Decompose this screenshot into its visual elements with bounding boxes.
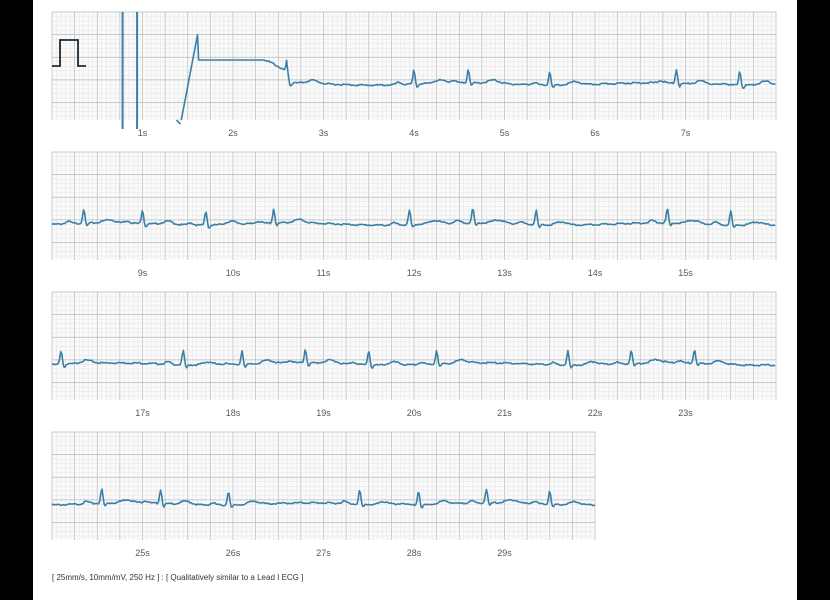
tick-label: 29s xyxy=(497,548,512,558)
tick-label: 19s xyxy=(316,408,331,418)
tick-label: 17s xyxy=(135,408,150,418)
tick-label: 7s xyxy=(681,128,691,138)
ecg-trace-row-1 xyxy=(180,33,776,121)
tick-label: 25s xyxy=(135,548,150,558)
tick-label: 11s xyxy=(317,268,331,278)
calibration-pulse xyxy=(52,39,86,67)
ecg-trace-row-3 xyxy=(51,349,776,369)
ecg-row-2: 9s 10s 11s 12s 13s 14s 15s xyxy=(51,151,777,278)
tick-label: 26s xyxy=(226,548,241,558)
tick-label: 27s xyxy=(316,548,331,558)
tick-label: 23s xyxy=(678,408,693,418)
tick-label: 20s xyxy=(407,408,422,418)
tick-label: 15s xyxy=(678,268,693,278)
ecg-trace-row-2 xyxy=(51,208,776,229)
tick-label: 22s xyxy=(588,408,603,418)
tick-label: 1s xyxy=(138,128,148,138)
tick-label: 13s xyxy=(497,268,512,278)
ecg-trace-row-4 xyxy=(51,488,596,509)
tick-label: 6s xyxy=(590,128,600,138)
tick-label: 14s xyxy=(588,268,603,278)
ecg-row-3: 17s 18s 19s 20s 21s 22s 23s xyxy=(51,291,777,418)
recovery-edge xyxy=(175,119,182,125)
footer-caption: [ 25mm/s, 10mm/mV, 250 Hz ] : [ Qualitat… xyxy=(52,573,304,582)
tick-label: 5s xyxy=(500,128,510,138)
tick-label: 28s xyxy=(407,548,422,558)
tick-label: 18s xyxy=(226,408,241,418)
tick-label: 2s xyxy=(228,128,238,138)
tick-label: 4s xyxy=(409,128,419,138)
tick-label: 10s xyxy=(226,268,241,278)
tick-label: 9s xyxy=(138,268,148,278)
tick-label: 21s xyxy=(497,408,512,418)
tick-label: 3s xyxy=(319,128,329,138)
tick-label: 12s xyxy=(407,268,422,278)
ecg-row-4: 25s 26s 27s 28s 29s xyxy=(51,431,596,558)
ecg-row-1: 1s 2s 3s 4s 5s 6s 7s xyxy=(51,11,777,138)
